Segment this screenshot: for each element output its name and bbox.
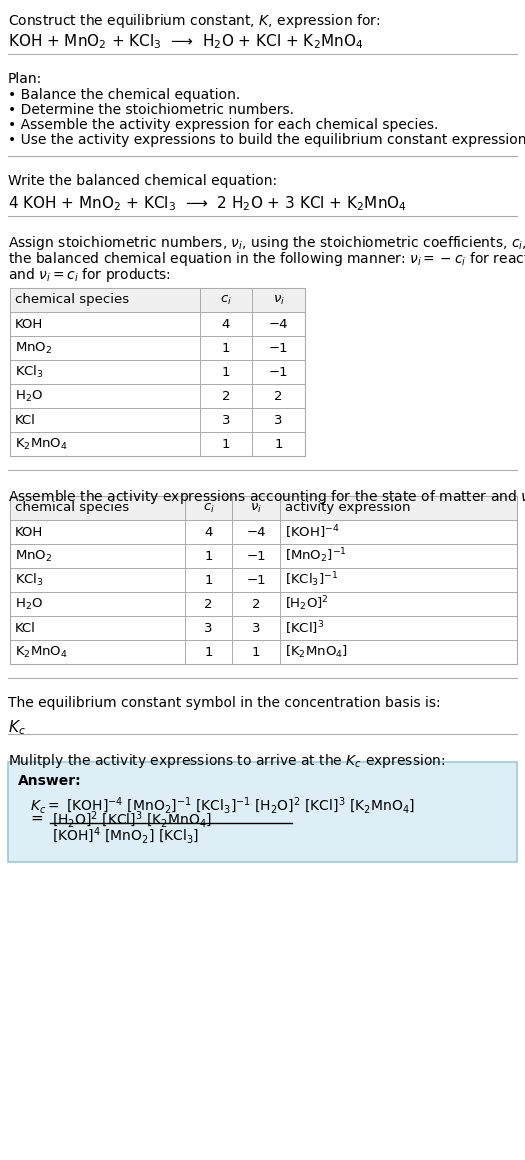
Text: −4: −4 <box>246 525 266 538</box>
Text: • Balance the chemical equation.: • Balance the chemical equation. <box>8 88 240 102</box>
Text: chemical species: chemical species <box>15 501 129 515</box>
Text: 1: 1 <box>222 437 230 450</box>
Text: chemical species: chemical species <box>15 293 129 306</box>
Text: K$_2$MnO$_4$: K$_2$MnO$_4$ <box>15 645 68 660</box>
Text: −4: −4 <box>269 318 288 331</box>
Text: Plan:: Plan: <box>8 72 42 86</box>
Bar <box>10 496 517 520</box>
Text: [KCl]$^3$: [KCl]$^3$ <box>285 619 324 637</box>
Text: =: = <box>30 811 43 826</box>
Text: 2: 2 <box>274 390 283 403</box>
Text: [K$_2$MnO$_4$]: [K$_2$MnO$_4$] <box>285 644 348 660</box>
Text: 2: 2 <box>204 597 213 610</box>
Text: [KOH]$^4$ [MnO$_2$] [KCl$_3$]: [KOH]$^4$ [MnO$_2$] [KCl$_3$] <box>52 826 199 847</box>
Text: −1: −1 <box>269 365 288 378</box>
Text: Assign stoichiometric numbers, $\nu_i$, using the stoichiometric coefficients, $: Assign stoichiometric numbers, $\nu_i$, … <box>8 234 525 252</box>
Text: H$_2$O: H$_2$O <box>15 389 43 404</box>
Text: KCl$_3$: KCl$_3$ <box>15 364 44 380</box>
Text: 3: 3 <box>274 413 283 427</box>
Bar <box>10 288 305 312</box>
Text: • Determine the stoichiometric numbers.: • Determine the stoichiometric numbers. <box>8 103 294 117</box>
Text: K$_2$MnO$_4$: K$_2$MnO$_4$ <box>15 436 68 451</box>
Text: −1: −1 <box>246 573 266 587</box>
Text: 1: 1 <box>204 573 213 587</box>
Text: 1: 1 <box>204 645 213 659</box>
Text: [MnO$_2$]$^{-1}$: [MnO$_2$]$^{-1}$ <box>285 546 347 565</box>
Text: 1: 1 <box>204 550 213 563</box>
Text: Mulitply the activity expressions to arrive at the $K_c$ expression:: Mulitply the activity expressions to arr… <box>8 752 445 770</box>
Text: $K_c = $ [KOH]$^{-4}$ [MnO$_2$]$^{-1}$ [KCl$_3$]$^{-1}$ [H$_2$O]$^2$ [KCl]$^3$ [: $K_c = $ [KOH]$^{-4}$ [MnO$_2$]$^{-1}$ [… <box>30 796 415 817</box>
Text: 2: 2 <box>252 597 260 610</box>
Text: [H$_2$O]$^2$: [H$_2$O]$^2$ <box>285 595 329 614</box>
Text: The equilibrium constant symbol in the concentration basis is:: The equilibrium constant symbol in the c… <box>8 696 440 710</box>
Text: $K_c$: $K_c$ <box>8 718 26 737</box>
Text: $c_i$: $c_i$ <box>203 501 214 515</box>
Text: 4: 4 <box>222 318 230 331</box>
Text: $c_i$: $c_i$ <box>220 293 232 306</box>
Bar <box>10 496 517 664</box>
Text: 3: 3 <box>204 622 213 635</box>
Text: MnO$_2$: MnO$_2$ <box>15 549 53 564</box>
Text: activity expression: activity expression <box>285 501 411 515</box>
Text: KOH: KOH <box>15 525 43 538</box>
Text: [KOH]$^{-4}$: [KOH]$^{-4}$ <box>285 523 340 541</box>
Text: KOH + MnO$_2$ + KCl$_3$  ⟶  H$_2$O + KCl + K$_2$MnO$_4$: KOH + MnO$_2$ + KCl$_3$ ⟶ H$_2$O + KCl +… <box>8 32 363 51</box>
Text: Assemble the activity expressions accounting for the state of matter and $\nu_i$: Assemble the activity expressions accoun… <box>8 488 525 506</box>
Text: • Use the activity expressions to build the equilibrium constant expression.: • Use the activity expressions to build … <box>8 133 525 147</box>
Text: Write the balanced chemical equation:: Write the balanced chemical equation: <box>8 174 277 188</box>
Text: H$_2$O: H$_2$O <box>15 596 43 611</box>
Text: 2: 2 <box>222 390 230 403</box>
Text: the balanced chemical equation in the following manner: $\nu_i = -c_i$ for react: the balanced chemical equation in the fo… <box>8 251 525 268</box>
Text: 3: 3 <box>252 622 260 635</box>
Text: 4: 4 <box>204 525 213 538</box>
Text: 1: 1 <box>252 645 260 659</box>
Text: 4 KOH + MnO$_2$ + KCl$_3$  ⟶  2 H$_2$O + 3 KCl + K$_2$MnO$_4$: 4 KOH + MnO$_2$ + KCl$_3$ ⟶ 2 H$_2$O + 3… <box>8 194 407 212</box>
Bar <box>10 288 305 456</box>
Text: [KCl$_3$]$^{-1}$: [KCl$_3$]$^{-1}$ <box>285 571 338 589</box>
Text: Construct the equilibrium constant, $K$, expression for:: Construct the equilibrium constant, $K$,… <box>8 12 381 30</box>
Text: 3: 3 <box>222 413 230 427</box>
Text: −1: −1 <box>269 341 288 355</box>
FancyBboxPatch shape <box>8 762 517 862</box>
Text: 1: 1 <box>274 437 283 450</box>
Text: • Assemble the activity expression for each chemical species.: • Assemble the activity expression for e… <box>8 118 438 132</box>
Text: KCl: KCl <box>15 413 36 427</box>
Text: KCl: KCl <box>15 622 36 635</box>
Text: $\nu_i$: $\nu_i$ <box>250 501 262 515</box>
Text: 1: 1 <box>222 341 230 355</box>
Text: and $\nu_i = c_i$ for products:: and $\nu_i = c_i$ for products: <box>8 266 171 284</box>
Text: MnO$_2$: MnO$_2$ <box>15 340 53 356</box>
Text: [H$_2$O]$^2$ [KCl]$^3$ [K$_2$MnO$_4$]: [H$_2$O]$^2$ [KCl]$^3$ [K$_2$MnO$_4$] <box>52 810 212 831</box>
Text: Answer:: Answer: <box>18 774 81 788</box>
Text: KOH: KOH <box>15 318 43 331</box>
Text: −1: −1 <box>246 550 266 563</box>
Text: 1: 1 <box>222 365 230 378</box>
Text: $\nu_i$: $\nu_i$ <box>272 293 285 306</box>
Text: KCl$_3$: KCl$_3$ <box>15 572 44 588</box>
